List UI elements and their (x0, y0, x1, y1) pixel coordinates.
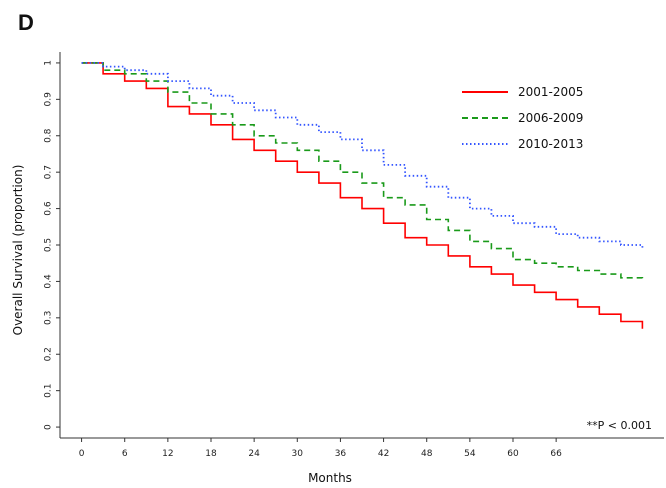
series-line-2010-2013 (81, 62, 644, 249)
legend-label: 2001-2005 (518, 85, 583, 99)
y-tick-label: 0.2 (44, 347, 54, 361)
legend: 2001-2005 2006-2009 2010-2013 (462, 85, 583, 151)
y-tick-label: 0.9 (44, 92, 54, 107)
x-tick-label: 48 (421, 449, 433, 459)
x-tick-label: 24 (248, 449, 260, 459)
panel-label: D (18, 10, 34, 35)
y-tick-label: 0.8 (44, 128, 54, 143)
x-axis-title: Months (308, 471, 352, 485)
p-value-annotation: **P < 0.001 (587, 419, 652, 432)
y-tick-label: 0.7 (44, 165, 54, 179)
legend-label: 2006-2009 (518, 111, 583, 125)
y-tick-label: 0.4 (44, 274, 54, 289)
x-tick-label: 60 (507, 449, 519, 459)
legend-label: 2010-2013 (518, 137, 583, 151)
x-tick-label: 66 (550, 449, 562, 459)
x-tick-label: 18 (205, 449, 217, 459)
y-tick-label: 0 (44, 424, 54, 430)
series-line-2006-2009 (81, 62, 644, 282)
y-tick-label: 1 (44, 60, 54, 66)
x-tick-label: 12 (162, 449, 173, 459)
x-tick-label: 30 (292, 449, 304, 459)
series-line-2001-2005 (81, 62, 644, 329)
y-tick-label: 0.5 (44, 238, 54, 252)
y-tick-label: 0.3 (44, 311, 54, 325)
y-ticks: 0 0.1 0.2 0.3 0.4 0.5 0.6 0.7 0.8 0.9 1 (44, 60, 60, 430)
x-tick-label: 42 (378, 449, 389, 459)
series-layer (81, 62, 644, 329)
y-axis-title: Overall Survival (proportion) (11, 165, 25, 336)
x-tick-label: 6 (122, 449, 128, 459)
x-tick-label: 36 (335, 449, 347, 459)
x-tick-label: 0 (79, 449, 85, 459)
x-ticks: 0 6 12 18 24 30 36 42 48 54 60 66 (79, 438, 562, 459)
x-tick-label: 54 (464, 449, 476, 459)
y-tick-label: 0.1 (44, 383, 54, 397)
axes (59, 52, 664, 439)
y-tick-label: 0.6 (44, 201, 54, 216)
